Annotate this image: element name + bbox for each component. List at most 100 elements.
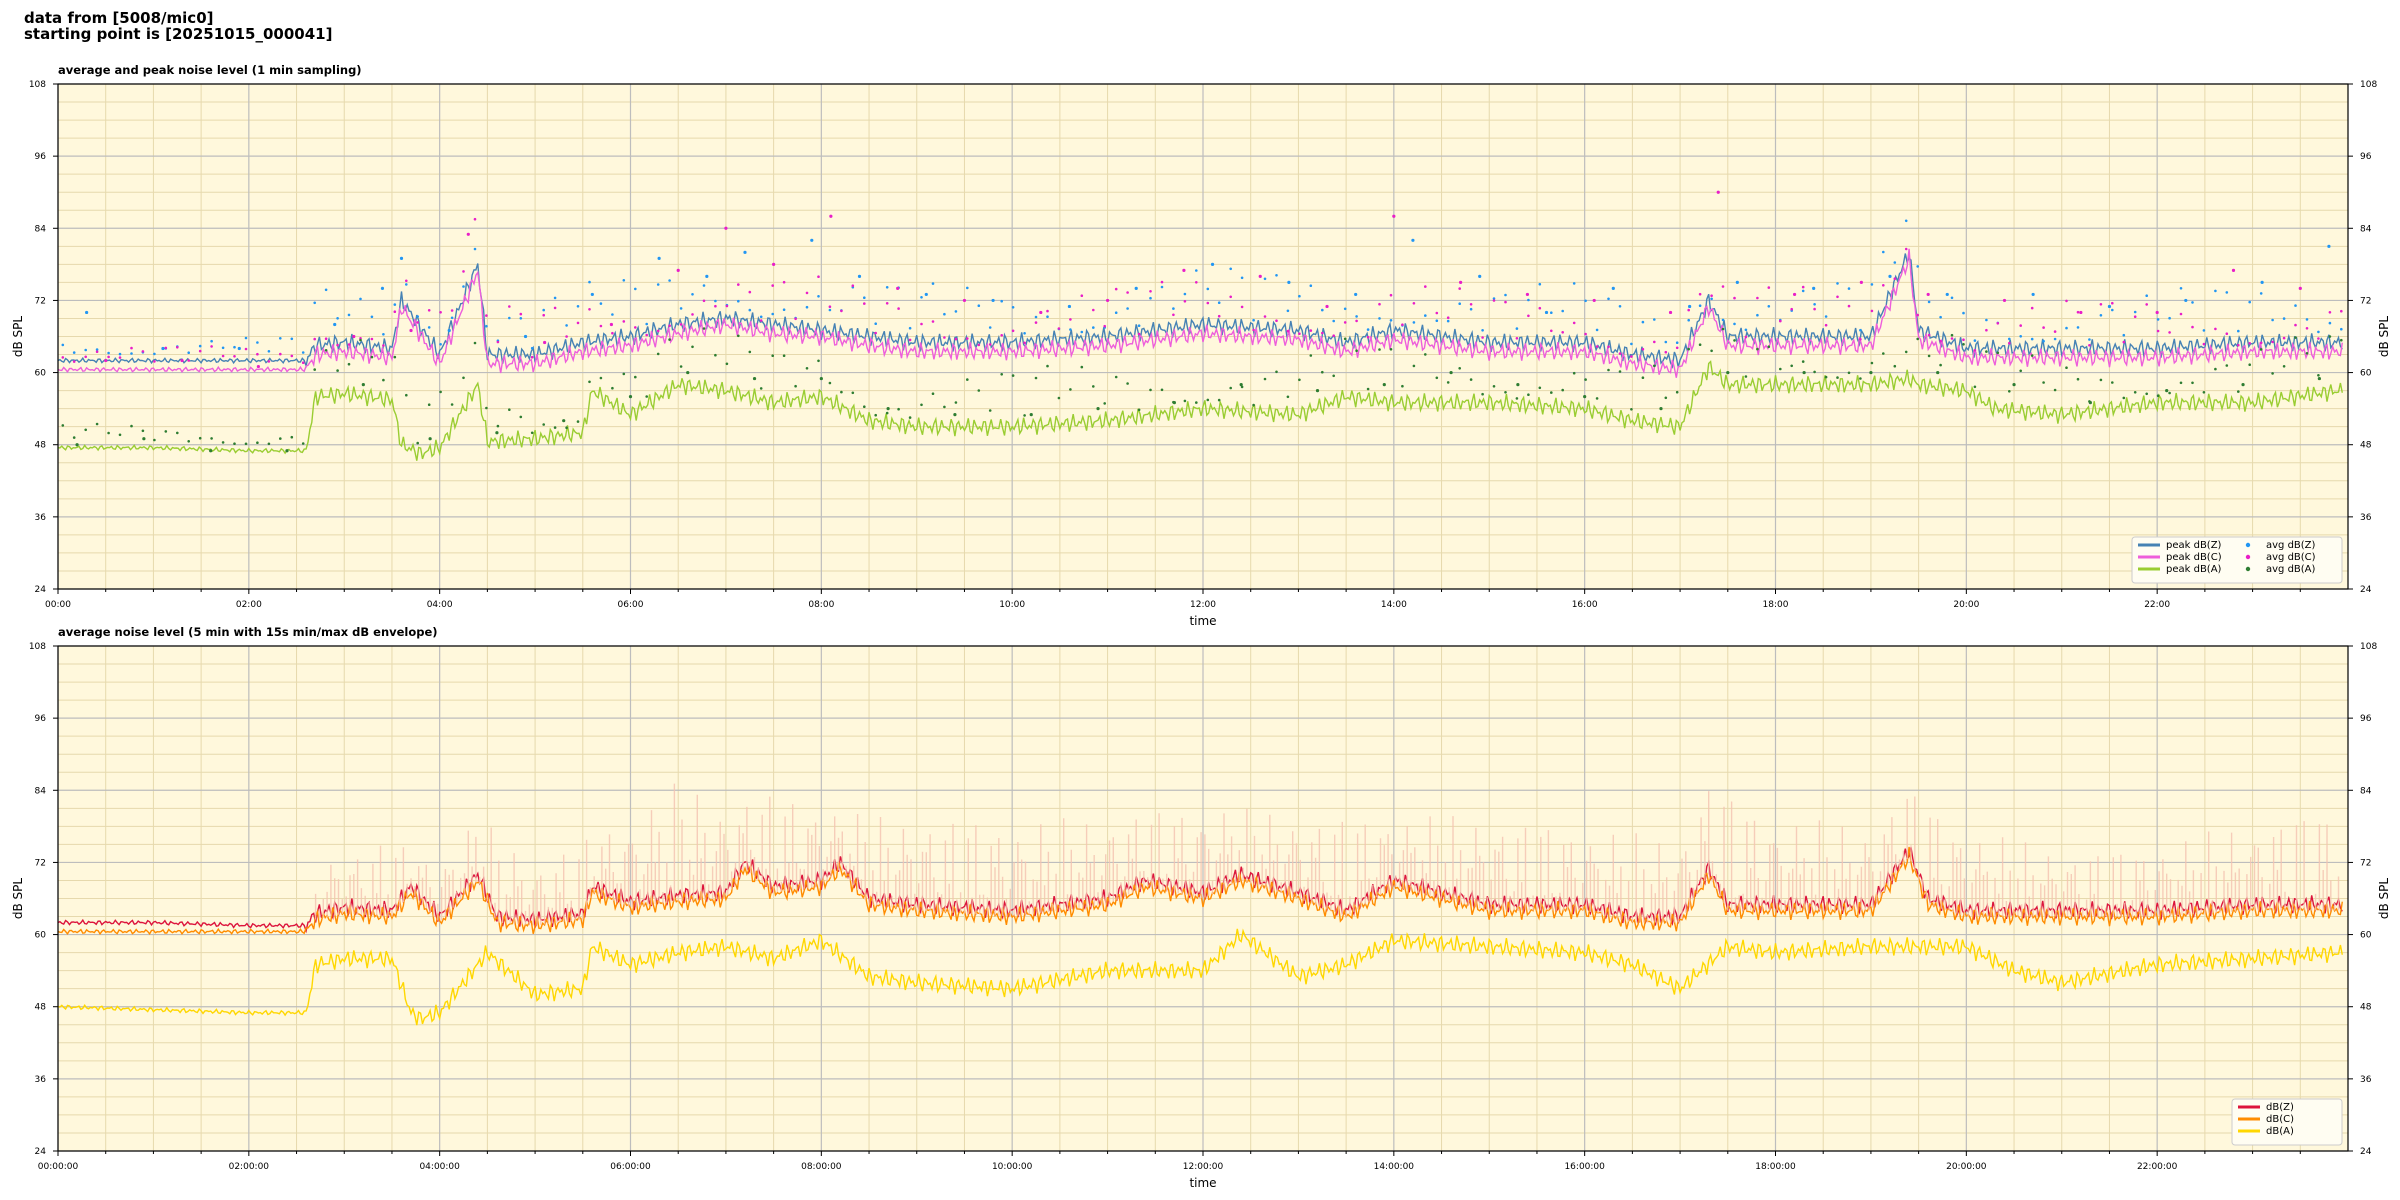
data-point (676, 268, 680, 272)
x-tick-label: 00:00:00 (38, 1162, 79, 1172)
data-point (1325, 304, 1329, 309)
data-point (1412, 364, 1416, 368)
y-tick-label-right: 60 (2360, 931, 2372, 941)
data-point (759, 315, 763, 319)
data-point (1080, 365, 1084, 369)
data-point (1137, 332, 1141, 336)
data-point (1561, 331, 1564, 334)
data-point (2305, 318, 2309, 321)
data-point (1916, 313, 1919, 317)
data-point (611, 386, 614, 390)
data-point (1962, 343, 1965, 346)
data-point (210, 345, 213, 348)
data-point (209, 449, 213, 453)
data-point (2298, 286, 2302, 291)
data-point (313, 301, 317, 305)
legend-label: dB(A) (2266, 1126, 2294, 1137)
data-point (130, 352, 133, 355)
data-point (1767, 305, 1771, 308)
x-tick-label: 20:00 (1953, 600, 1979, 610)
data-point (1332, 334, 1335, 338)
data-point (1389, 293, 1393, 297)
data-point (84, 355, 87, 359)
data-point (1962, 311, 1965, 315)
data-point (1985, 328, 1988, 332)
data-point (347, 313, 351, 317)
data-point (1735, 280, 1739, 284)
data-point (1859, 377, 1862, 380)
x-tick-label: 08:00 (808, 600, 834, 610)
data-point (542, 308, 545, 312)
data-point (2184, 298, 2188, 303)
data-point (874, 322, 877, 326)
data-point (817, 275, 820, 279)
data-point (256, 341, 259, 344)
data-point (2133, 315, 2137, 319)
data-point (2133, 310, 2137, 314)
data-point (61, 424, 65, 427)
data-point (954, 401, 958, 404)
legend-label: avg dB(C) (2266, 552, 2316, 563)
data-point (1401, 384, 1404, 388)
data-point (279, 337, 282, 340)
data-point (107, 351, 110, 355)
data-point (164, 346, 168, 350)
data-point (118, 352, 122, 356)
data-point (743, 250, 747, 254)
data-point (2271, 318, 2274, 322)
data-point (2168, 391, 2171, 395)
data-point (702, 299, 706, 303)
data-point (2248, 342, 2251, 345)
data-point (399, 256, 404, 260)
data-point (737, 283, 740, 286)
data-point (1378, 302, 1381, 306)
data-point (2294, 336, 2297, 339)
x-tick-label: 04:00:00 (419, 1162, 460, 1172)
data-point (908, 338, 912, 342)
data-point (702, 284, 706, 287)
data-point (393, 310, 397, 314)
data-point (1459, 280, 1463, 284)
data-point (2259, 292, 2263, 295)
x-tick-label: 20:00:00 (1946, 1162, 1987, 1172)
data-point (2248, 363, 2251, 367)
data-point (1481, 336, 1484, 339)
data-point (1160, 285, 1164, 289)
data-point (857, 274, 862, 278)
data-point (72, 351, 76, 354)
data-point (107, 355, 110, 359)
data-point (2088, 401, 2092, 405)
data-point (1916, 337, 1919, 341)
data-point (427, 309, 431, 312)
data-point (966, 378, 969, 381)
data-point (724, 226, 728, 230)
data-point (588, 308, 591, 311)
data-point (1904, 247, 1908, 251)
data-point (543, 340, 547, 345)
data-point (1504, 391, 1507, 394)
data-point (2145, 303, 2148, 306)
data-point (896, 286, 900, 291)
data-point (1382, 382, 1386, 387)
data-point (2156, 318, 2160, 321)
data-point (1985, 350, 1988, 353)
data-point (931, 282, 935, 285)
data-point (141, 350, 145, 353)
data-point (565, 324, 568, 327)
data-point (622, 320, 626, 323)
data-point (828, 381, 832, 385)
data-point (2282, 336, 2286, 340)
data-point (1504, 300, 1507, 304)
data-point (2260, 280, 2264, 284)
data-point (737, 334, 740, 338)
data-point (2179, 381, 2183, 385)
data-point (233, 355, 236, 358)
y-tick-label: 72 (35, 858, 46, 868)
data-point (244, 336, 248, 340)
data-point (1859, 328, 1862, 332)
data-point (301, 351, 305, 354)
data-point (1561, 388, 1564, 392)
y-tick-label-right: 24 (2360, 1147, 2372, 1157)
x-axis-label: time (1189, 614, 1216, 628)
data-point (416, 441, 420, 445)
